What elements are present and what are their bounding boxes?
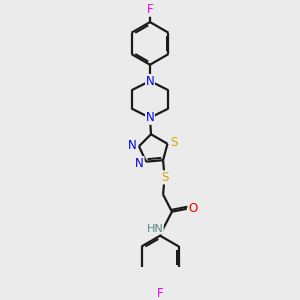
Text: N: N — [146, 111, 154, 124]
Text: HN: HN — [146, 224, 163, 234]
Text: S: S — [170, 136, 178, 149]
Text: S: S — [161, 171, 168, 184]
Text: F: F — [157, 287, 164, 300]
Text: N: N — [146, 74, 154, 88]
Text: O: O — [189, 202, 198, 215]
Text: F: F — [147, 3, 153, 16]
Text: N: N — [128, 139, 137, 152]
Text: N: N — [135, 157, 144, 170]
